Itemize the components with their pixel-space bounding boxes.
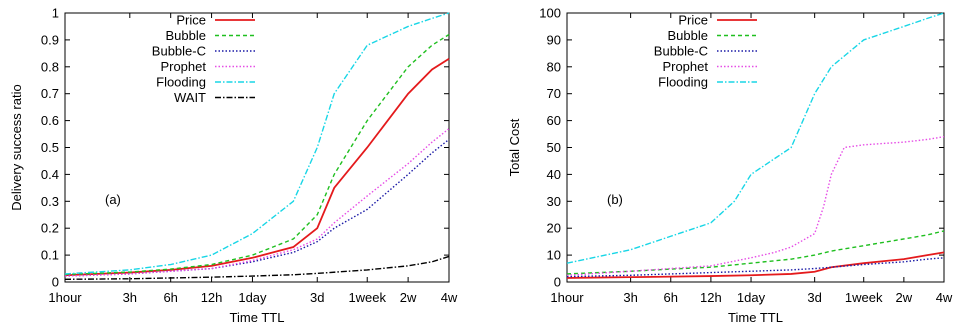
x-tick-label: 12h bbox=[700, 290, 722, 305]
legend-label: Bubble-C bbox=[654, 44, 708, 59]
y-tick-label: 0.9 bbox=[41, 32, 59, 47]
x-tick-label: 2w bbox=[896, 290, 913, 305]
x-tick-label: 3d bbox=[807, 290, 821, 305]
legend-label: Bubble bbox=[166, 28, 206, 43]
series-line-prophet bbox=[566, 136, 945, 276]
y-tick-label: 60 bbox=[547, 113, 561, 128]
y-tick-label: 80 bbox=[547, 59, 561, 74]
panel-label: (b) bbox=[607, 192, 623, 207]
y-tick-label: 90 bbox=[547, 32, 561, 47]
y-tick-label: 20 bbox=[547, 221, 561, 236]
legend-label: WAIT bbox=[174, 90, 206, 105]
x-tick-label: 3h bbox=[623, 290, 637, 305]
x-tick-label: 1week bbox=[845, 290, 883, 305]
chart-panel-1: 0 10 20 30 40 50 60 70 80 90 100 1hour 3h 6h 12h 1day 3d… bbox=[507, 6, 953, 326]
series-line-flooding bbox=[566, 12, 945, 264]
x-tick-label: 1hour bbox=[550, 290, 584, 305]
x-tick-label: 3h bbox=[123, 290, 137, 305]
y-tick-label: 50 bbox=[547, 140, 561, 155]
chart-panel-0: 0 0.1 0.2 0.3 0.4 0.5 0.6 0.7 0.8 0.9 1 1hour 3h 6h 12… bbox=[9, 6, 458, 326]
legend-label: Prophet bbox=[160, 59, 206, 74]
series-line-flooding bbox=[64, 12, 450, 275]
y-tick-label: 0.2 bbox=[41, 221, 59, 236]
legend-label: Bubble bbox=[668, 28, 708, 43]
series-line-bubble-c bbox=[64, 138, 450, 277]
y-tick-label: 100 bbox=[539, 6, 561, 21]
x-tick-label: 1day bbox=[737, 290, 766, 305]
plot-frame bbox=[64, 12, 450, 283]
x-tick-label: 6h bbox=[163, 290, 177, 305]
y-tick-label: 0.7 bbox=[41, 86, 59, 101]
series-line-price bbox=[566, 251, 945, 279]
y-tick-label: 10 bbox=[547, 248, 561, 263]
y-axis-label: Total Cost bbox=[507, 118, 522, 176]
x-axis-label: Time TTL bbox=[230, 310, 285, 325]
legend-label: Prophet bbox=[662, 59, 708, 74]
legend-label: Flooding bbox=[156, 75, 206, 90]
y-tick-label: 0.5 bbox=[41, 140, 59, 155]
y-tick-label: 0.8 bbox=[41, 59, 59, 74]
legend-label: Bubble-C bbox=[152, 44, 206, 59]
x-tick-label: 1week bbox=[348, 290, 386, 305]
y-tick-label: 1 bbox=[52, 6, 59, 21]
x-tick-label: 3d bbox=[310, 290, 324, 305]
series-line-bubble bbox=[566, 230, 945, 275]
x-tick-label: 4w bbox=[936, 290, 953, 305]
y-tick-label: 0 bbox=[554, 275, 561, 290]
y-tick-label: 30 bbox=[547, 194, 561, 209]
x-tick-label: 4w bbox=[441, 290, 458, 305]
x-tick-label: 12h bbox=[201, 290, 223, 305]
y-tick-label: 70 bbox=[547, 86, 561, 101]
series-line-prophet bbox=[64, 128, 450, 277]
y-tick-label: 0.4 bbox=[41, 167, 59, 182]
y-tick-label: 0.6 bbox=[41, 113, 59, 128]
x-tick-label: 2w bbox=[400, 290, 417, 305]
x-axis-label: Time TTL bbox=[728, 310, 783, 325]
y-tick-label: 0.3 bbox=[41, 194, 59, 209]
legend-label: Price bbox=[678, 13, 708, 28]
series-line-price bbox=[64, 57, 450, 277]
y-axis-label: Delivery success ratio bbox=[9, 84, 24, 210]
series-line-wait bbox=[64, 255, 450, 281]
y-tick-label: 40 bbox=[547, 167, 561, 182]
legend-label: Flooding bbox=[658, 75, 708, 90]
y-tick-label: 0.1 bbox=[41, 248, 59, 263]
x-tick-label: 1day bbox=[238, 290, 267, 305]
panel-label: (a) bbox=[105, 192, 121, 207]
y-tick-label: 0 bbox=[52, 275, 59, 290]
series-line-bubble bbox=[64, 33, 450, 276]
x-tick-label: 6h bbox=[664, 290, 678, 305]
x-tick-label: 1hour bbox=[48, 290, 82, 305]
legend-label: Price bbox=[176, 13, 206, 28]
